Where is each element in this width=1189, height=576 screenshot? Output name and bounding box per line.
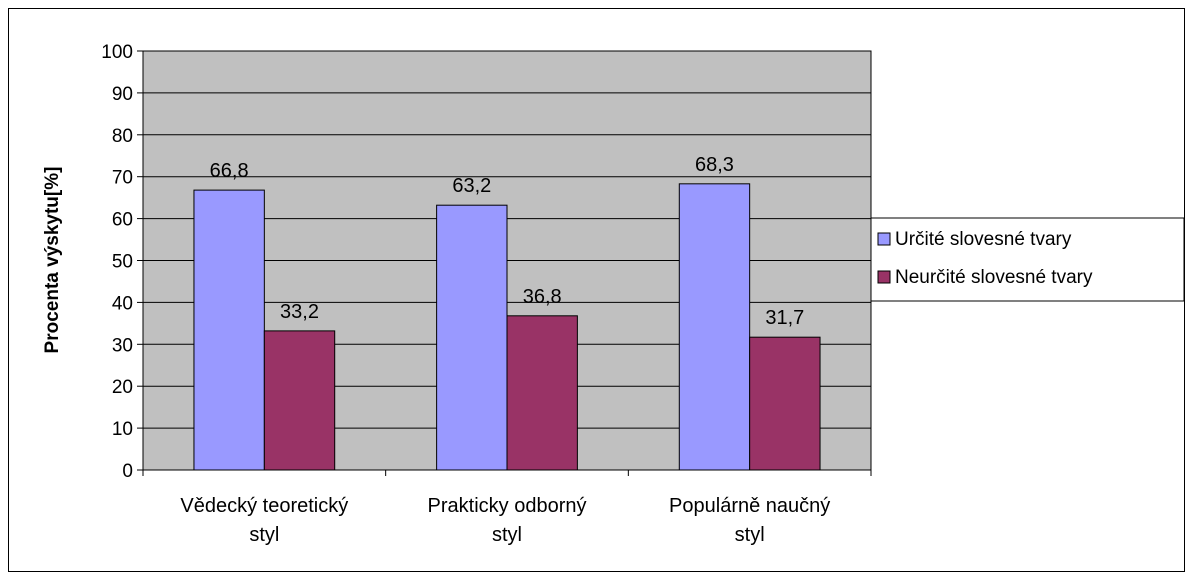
data-label: 63,2 [452,175,491,197]
y-tick-label: 90 [112,84,133,105]
axes: 0 10 20 30 40 50 60 70 80 90 100 Vědecký teoretický… [101,42,872,546]
y-tick-label: 80 [112,126,133,147]
y-tick-label: 0 [122,461,133,482]
y-tick-label: 100 [101,42,133,63]
legend-label: Neurčité slovesné tvary [895,267,1093,288]
y-tick-label: 10 [112,419,133,440]
bar [678,183,751,471]
y-tick-label: 20 [112,377,133,398]
data-label: 36,8 [523,286,562,308]
bar [749,336,821,471]
x-tick-label: Vědecký teoretický styl [180,495,348,546]
bar [193,189,265,471]
bar [436,204,508,471]
x-tick-label: Prakticky odborný styl [428,495,587,546]
x-tick-label: Populárně naučný styl [669,495,830,546]
y-tick-label: 60 [112,210,133,231]
y-axis-title: Procenta výskytu[%] [42,167,63,354]
data-label: 68,3 [695,154,734,176]
legend-swatch [877,232,891,246]
y-tick-label: 30 [112,335,133,356]
legend-box [870,217,1185,302]
y-tick-label: 70 [112,168,133,189]
data-label: 33,2 [280,301,319,323]
y-tick-label: 40 [112,293,133,314]
y-tick-label: 50 [112,252,133,273]
bar [506,315,578,471]
legend-swatch [877,270,891,284]
legend-label: Určité slovesné tvary [895,229,1072,250]
data-label: 66,8 [210,160,249,182]
bar [263,330,336,471]
data-labels: 66,8 63,2 68,3 33,2 36,8 31,7 [210,154,805,329]
legend: Určité slovesné tvary Neurčité slovesné t… [870,217,1185,302]
data-label: 31,7 [765,307,804,329]
